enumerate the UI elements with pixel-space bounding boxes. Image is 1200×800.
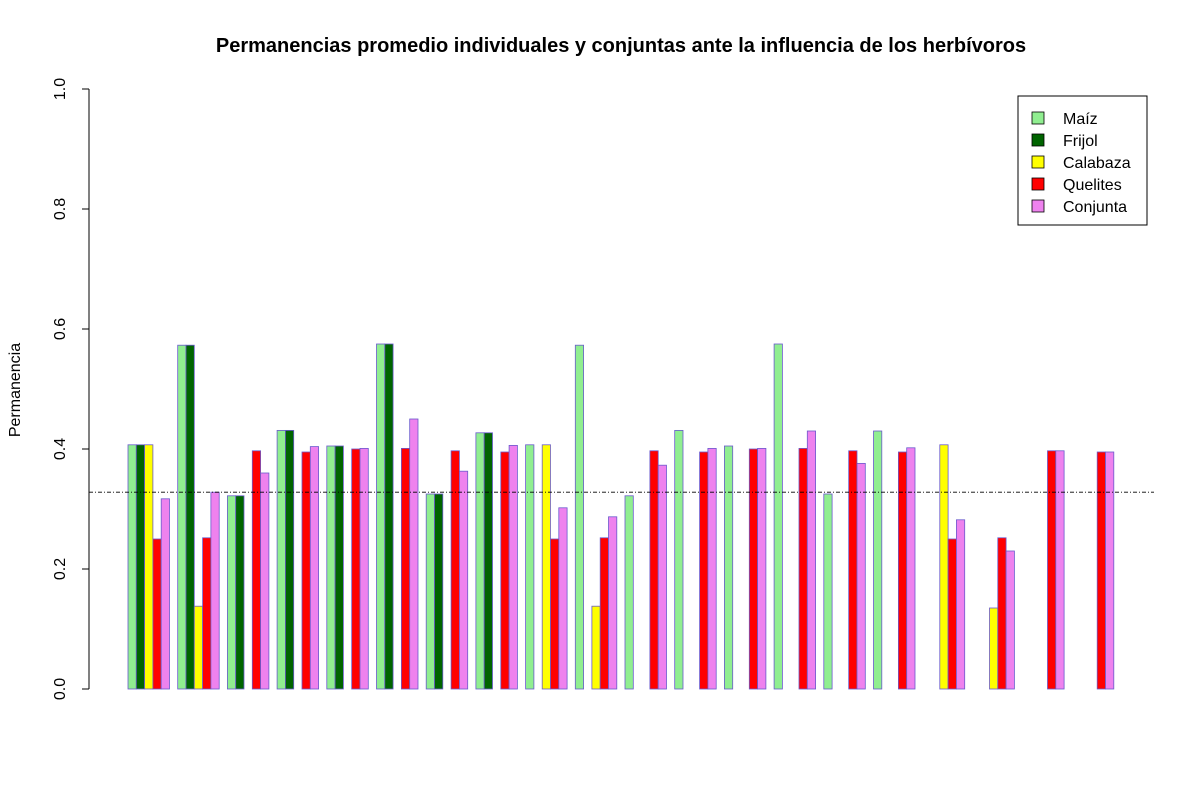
bar-conjunta-5 bbox=[359, 447, 369, 690]
y-tick-label: 0.8 bbox=[52, 198, 69, 220]
legend-swatch bbox=[1031, 177, 1045, 191]
bar-frijol-6 bbox=[384, 343, 394, 690]
bar-conjunta-19 bbox=[1055, 450, 1065, 690]
bar-frijol-1 bbox=[135, 444, 146, 690]
bar-ma-z-13 bbox=[724, 445, 734, 690]
bar-conjunta-18 bbox=[1005, 550, 1015, 690]
bar-calabaza-9 bbox=[541, 444, 551, 690]
y-tick-label: 0.0 bbox=[52, 678, 69, 700]
bar-ma-z-4 bbox=[276, 429, 286, 690]
bar-conjunta-14 bbox=[806, 430, 816, 690]
legend-label: Quelites bbox=[1063, 177, 1122, 194]
bar-conjunta-17 bbox=[956, 519, 966, 690]
legend-swatch bbox=[1031, 133, 1045, 147]
bar-quelites-7 bbox=[450, 450, 460, 690]
bar-ma-z-10 bbox=[574, 344, 584, 690]
bar-quelites-19 bbox=[1047, 450, 1057, 690]
bar-calabaza-17 bbox=[939, 444, 949, 690]
bar-ma-z-9 bbox=[525, 444, 535, 690]
bar-conjunta-15 bbox=[856, 462, 866, 690]
y-tick-label: 0.4 bbox=[52, 438, 69, 460]
bar-ma-z-6 bbox=[376, 343, 386, 690]
bar-conjunta-4 bbox=[309, 446, 319, 690]
bar-quelites-8 bbox=[500, 451, 510, 690]
bar-conjunta-3 bbox=[260, 472, 270, 690]
bar-frijol-5 bbox=[334, 445, 344, 690]
legend-swatch bbox=[1031, 111, 1045, 125]
legend-label: Frijol bbox=[1063, 133, 1098, 150]
bar-ma-z-2 bbox=[177, 344, 187, 690]
bar-conjunta-20 bbox=[1105, 451, 1115, 690]
legend: Maíz Frijol Calabaza Quelites Conjunta bbox=[1017, 95, 1148, 226]
bar-calabaza-18 bbox=[989, 607, 999, 690]
bar-ma-z-16 bbox=[873, 430, 883, 690]
bar-conjunta-8 bbox=[508, 444, 518, 690]
legend-label: Conjunta bbox=[1063, 199, 1127, 216]
y-tick-label: 1.0 bbox=[52, 78, 69, 100]
bar-quelites-17 bbox=[947, 538, 957, 690]
bar-calabaza-2 bbox=[193, 605, 204, 690]
bar-conjunta-12 bbox=[707, 447, 717, 690]
bar-frijol-7 bbox=[434, 493, 444, 690]
bar-conjunta-2 bbox=[210, 491, 220, 690]
y-axis: 0.0 0.2 0.4 0.6 0.8 1.0 bbox=[52, 78, 90, 700]
bar-ma-z-7 bbox=[425, 493, 435, 690]
bar-quelites-14 bbox=[798, 447, 808, 690]
bar-ma-z-8 bbox=[475, 432, 485, 690]
bar-calabaza-1 bbox=[144, 444, 154, 690]
bar-quelites-16 bbox=[898, 451, 908, 690]
bar-quelites-10 bbox=[599, 537, 609, 690]
bar-quelites-4 bbox=[301, 451, 311, 690]
y-tick-label: 0.2 bbox=[52, 558, 69, 580]
bar-conjunta-1 bbox=[160, 498, 170, 690]
bar-conjunta-11 bbox=[657, 464, 667, 690]
bar-ma-z-12 bbox=[674, 429, 684, 690]
y-tick-label: 0.6 bbox=[52, 318, 69, 340]
bar-conjunta-10 bbox=[608, 516, 618, 690]
legend-label: Calabaza bbox=[1063, 155, 1131, 172]
bar-quelites-11 bbox=[649, 450, 659, 690]
bar-calabaza-10 bbox=[591, 605, 601, 690]
bar-quelites-12 bbox=[699, 451, 709, 690]
bar-quelites-20 bbox=[1096, 451, 1106, 690]
bars-group bbox=[127, 343, 1115, 690]
bar-quelites-9 bbox=[550, 538, 560, 690]
bar-conjunta-7 bbox=[458, 470, 469, 690]
bar-frijol-4 bbox=[284, 429, 295, 690]
bar-frijol-2 bbox=[185, 344, 195, 690]
bar-frijol-3 bbox=[235, 495, 245, 690]
chart-title: Permanencias promedio individuales y con… bbox=[216, 35, 1026, 57]
bar-ma-z-14 bbox=[773, 343, 783, 690]
bar-quelites-15 bbox=[848, 450, 858, 690]
legend-swatch bbox=[1031, 199, 1045, 213]
bar-ma-z-1 bbox=[127, 444, 137, 690]
bar-quelites-18 bbox=[997, 537, 1007, 690]
bar-quelites-2 bbox=[202, 537, 212, 690]
bar-ma-z-3 bbox=[226, 495, 237, 690]
y-axis-title: Permanencia bbox=[7, 343, 24, 437]
bar-quelites-6 bbox=[400, 447, 411, 690]
legend-label: Maíz bbox=[1063, 111, 1098, 128]
bar-ma-z-15 bbox=[823, 493, 833, 690]
legend-swatch bbox=[1031, 155, 1045, 169]
bar-quelites-3 bbox=[251, 450, 262, 690]
bar-ma-z-11 bbox=[624, 495, 634, 690]
bar-conjunta-16 bbox=[906, 447, 916, 690]
bar-ma-z-5 bbox=[326, 445, 336, 690]
bar-quelites-13 bbox=[748, 448, 758, 690]
bar-quelites-1 bbox=[152, 538, 162, 690]
bar-conjunta-6 bbox=[409, 418, 419, 690]
bar-conjunta-13 bbox=[757, 447, 767, 690]
bar-frijol-8 bbox=[483, 432, 493, 690]
bar-quelites-5 bbox=[351, 448, 361, 690]
bar-conjunta-9 bbox=[558, 507, 568, 690]
